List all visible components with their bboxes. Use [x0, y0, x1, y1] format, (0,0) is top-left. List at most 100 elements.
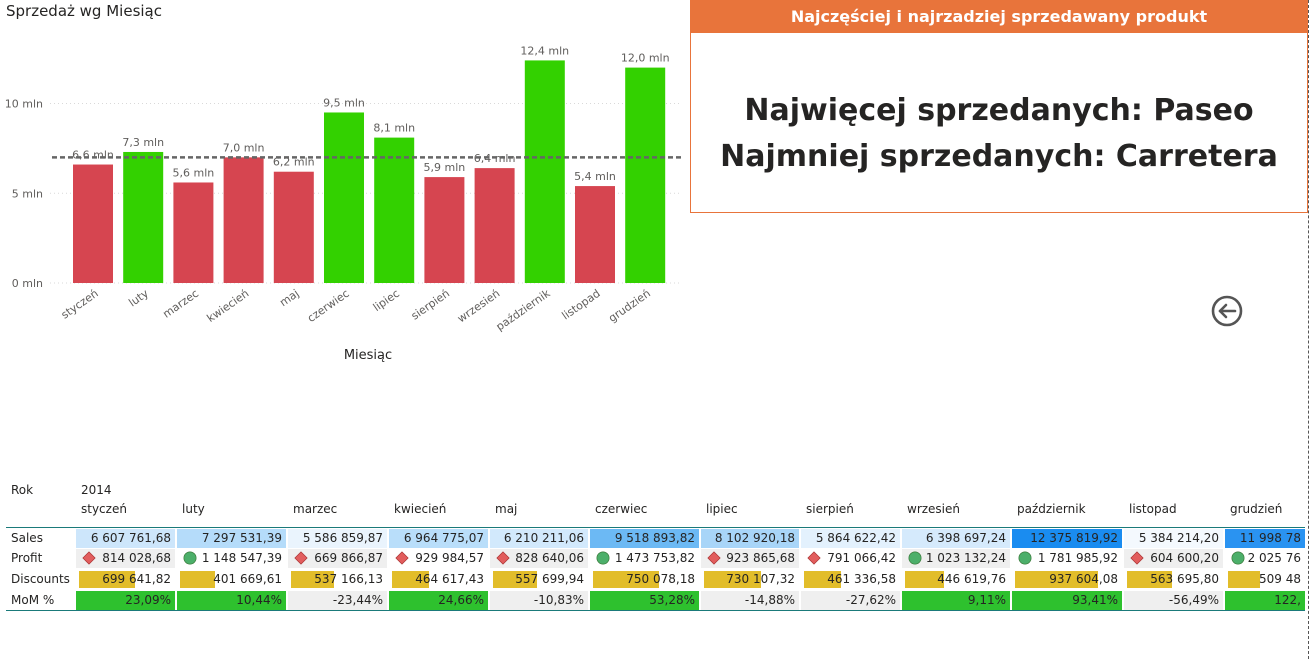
table-cell[interactable]: -14,88% — [701, 591, 799, 610]
discount-bar — [79, 571, 135, 588]
cell-value: 93,41% — [1072, 593, 1118, 607]
kpi-up-circle-icon — [596, 551, 610, 565]
table-cell[interactable]: 7 297 531,39 — [177, 529, 286, 548]
circle-arrow-left-icon[interactable] — [1210, 294, 1244, 328]
cell-value: 828 640,06 — [515, 551, 584, 565]
page-border — [1308, 0, 1309, 659]
table-cell[interactable]: -23,44% — [288, 591, 387, 610]
kpi-up-circle-icon — [1018, 551, 1032, 565]
table-cell[interactable]: 604 600,20 — [1124, 549, 1223, 568]
table-cell[interactable]: -56,49% — [1124, 591, 1223, 610]
row-header: MoM % — [11, 593, 55, 607]
table-cell[interactable]: 1 023 132,24 — [902, 549, 1010, 568]
table-cell[interactable]: 12 375 819,92 — [1012, 529, 1122, 548]
discount-bar — [593, 571, 659, 588]
table-cell[interactable]: 93,41% — [1012, 591, 1122, 610]
table-cell[interactable]: 828 640,06 — [490, 549, 588, 568]
table-cell[interactable]: -10,83% — [490, 591, 588, 610]
month-header[interactable]: maj — [495, 502, 518, 516]
month-header[interactable]: luty — [182, 502, 205, 516]
table-cell[interactable]: 53,28% — [590, 591, 699, 610]
table-cell[interactable]: 699 641,82 — [76, 570, 175, 589]
cell-value: -27,62% — [845, 593, 896, 607]
table-cell[interactable]: 509 48 — [1225, 570, 1305, 589]
table-cell[interactable]: 750 078,18 — [590, 570, 699, 589]
table-cell[interactable]: 10,44% — [177, 591, 286, 610]
x-tick-label: czerwiec — [305, 287, 352, 325]
table-cell[interactable]: 6 210 211,06 — [490, 529, 588, 548]
month-header[interactable]: sierpień — [806, 502, 854, 516]
data-label: 7,3 mln — [122, 136, 164, 149]
year-header[interactable]: 2014 — [81, 483, 112, 497]
discount-bar — [804, 571, 841, 588]
cell-value: 122, — [1274, 593, 1301, 607]
cell-value: 401 669,61 — [213, 572, 282, 586]
cell-value: 557 699,94 — [515, 572, 584, 586]
x-tick-label: październik — [494, 286, 553, 333]
table-cell[interactable]: 5 864 622,42 — [801, 529, 900, 548]
table-cell[interactable]: 537 166,13 — [288, 570, 387, 589]
product-card: Najczęściej i najrzadziej sprzedawany pr… — [690, 0, 1308, 213]
table-cell[interactable]: 923 865,68 — [701, 549, 799, 568]
month-header[interactable]: grudzień — [1230, 502, 1283, 516]
table-cell[interactable]: 730 107,32 — [701, 570, 799, 589]
cell-value: 464 617,43 — [415, 572, 484, 586]
table-cell[interactable]: 9,11% — [902, 591, 1010, 610]
data-label: 5,6 mln — [173, 166, 215, 179]
cell-value: 604 600,20 — [1150, 551, 1219, 565]
kpi-down-diamond-icon — [82, 551, 96, 565]
table-cell[interactable]: 563 695,80 — [1124, 570, 1223, 589]
cell-value: 1 473 753,82 — [614, 551, 695, 565]
table-cell[interactable]: 8 102 920,18 — [701, 529, 799, 548]
table-cell[interactable]: 929 984,57 — [389, 549, 488, 568]
table-cell[interactable]: 401 669,61 — [177, 570, 286, 589]
bar — [374, 137, 415, 283]
month-header[interactable]: czerwiec — [595, 502, 648, 516]
y-tick-label: 10 mln — [5, 98, 43, 111]
month-header[interactable]: kwiecień — [394, 502, 447, 516]
table-cell[interactable]: 446 619,76 — [902, 570, 1010, 589]
table-cell[interactable]: 6 964 775,07 — [389, 529, 488, 548]
table-cell[interactable]: 5 586 859,87 — [288, 529, 387, 548]
table-cell[interactable]: 1 148 547,39 — [177, 549, 286, 568]
table-cell[interactable]: 814 028,68 — [76, 549, 175, 568]
table-cell[interactable]: 9 518 893,82 — [590, 529, 699, 548]
month-header[interactable]: październik — [1017, 502, 1086, 516]
table-cell[interactable]: 1 473 753,82 — [590, 549, 699, 568]
month-header[interactable]: marzec — [293, 502, 338, 516]
table-cell[interactable]: 11 998 78 — [1225, 529, 1305, 548]
table-cell[interactable]: 2 025 76 — [1225, 549, 1305, 568]
table-cell[interactable]: 669 866,87 — [288, 549, 387, 568]
table-cell[interactable]: 5 384 214,20 — [1124, 529, 1223, 548]
row-header: Discounts — [11, 572, 70, 586]
table-cell[interactable]: -27,62% — [801, 591, 900, 610]
data-label: 6,4 mln — [474, 152, 516, 165]
cell-value: 23,09% — [125, 593, 171, 607]
row-header: Profit — [11, 551, 43, 565]
table-cell[interactable]: 464 617,43 — [389, 570, 488, 589]
cell-value: 5 586 859,87 — [302, 531, 383, 545]
table-cell[interactable]: 122, — [1225, 591, 1305, 610]
month-header[interactable]: styczeń — [81, 502, 127, 516]
table-cell[interactable]: 6 607 761,68 — [76, 529, 175, 548]
discount-bar — [905, 571, 944, 588]
data-label: 5,9 mln — [424, 161, 466, 174]
table-cell[interactable]: 461 336,58 — [801, 570, 900, 589]
month-header[interactable]: wrzesień — [907, 502, 961, 516]
cell-value: 24,66% — [438, 593, 484, 607]
cell-value: 5 864 622,42 — [815, 531, 896, 545]
table-cell[interactable]: 6 398 697,24 — [902, 529, 1010, 548]
table-cell[interactable]: 1 781 985,92 — [1012, 549, 1122, 568]
x-tick-label: listopad — [560, 287, 603, 323]
month-header[interactable]: listopad — [1129, 502, 1177, 516]
month-header[interactable]: lipiec — [706, 502, 738, 516]
table-cell[interactable]: 24,66% — [389, 591, 488, 610]
table-cell[interactable]: 791 066,42 — [801, 549, 900, 568]
x-tick-label: maj — [277, 287, 301, 309]
table-cell[interactable]: 937 604,08 — [1012, 570, 1122, 589]
y-tick-label: 5 mln — [12, 187, 43, 200]
cell-value: 791 066,42 — [827, 551, 896, 565]
table-cell[interactable]: 557 699,94 — [490, 570, 588, 589]
table-cell[interactable]: 23,09% — [76, 591, 175, 610]
